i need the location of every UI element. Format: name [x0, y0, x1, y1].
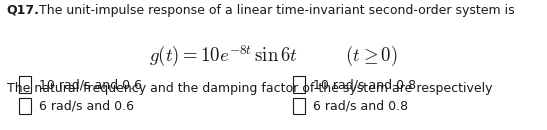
Text: 10 rad/s and 0.8: 10 rad/s and 0.8 — [313, 78, 416, 91]
Text: Q17.: Q17. — [7, 4, 39, 17]
Bar — [293, 98, 305, 114]
Text: The natural frequency and the damping factor of the system are respectively: The natural frequency and the damping fa… — [7, 82, 492, 95]
Text: 10 rad/s and 0.6: 10 rad/s and 0.6 — [39, 78, 142, 91]
Bar — [19, 98, 31, 114]
Text: The unit-impulse response of a linear time-invariant second-order system is: The unit-impulse response of a linear ti… — [39, 4, 515, 17]
Text: 6 rad/s and 0.6: 6 rad/s and 0.6 — [39, 99, 135, 112]
Text: $g(t) = 10e^{-8t}\,\sin 6t \qquad\quad (t \geq 0)$: $g(t) = 10e^{-8t}\,\sin 6t \qquad\quad (… — [149, 44, 398, 69]
Bar — [293, 76, 305, 93]
Text: 6 rad/s and 0.8: 6 rad/s and 0.8 — [313, 99, 408, 112]
Bar — [19, 76, 31, 93]
